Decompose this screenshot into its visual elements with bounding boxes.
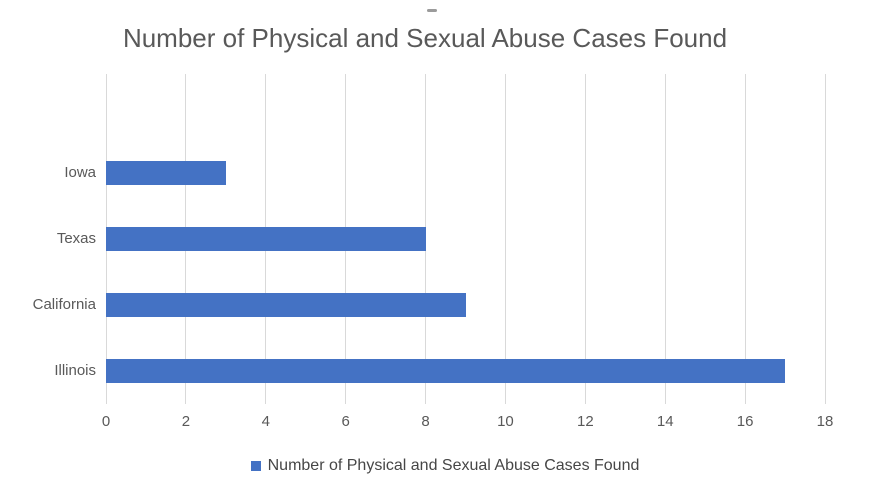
value-tick-label-2: 2 <box>181 413 191 430</box>
value-tick-label-10: 10 <box>497 413 514 430</box>
bar-iowa <box>106 161 226 185</box>
category-label-illinois: Illinois <box>54 362 96 379</box>
value-tick-label-8: 8 <box>421 413 430 430</box>
value-tick-label-18: 18 <box>816 413 834 430</box>
bar-texas <box>106 227 426 251</box>
legend: Number of Physical and Sexual Abuse Case… <box>0 457 878 475</box>
bar-california <box>106 293 466 317</box>
value-tick-label-14: 14 <box>656 413 674 430</box>
gridline-x-18 <box>824 74 826 404</box>
gridline-x-14 <box>664 74 666 404</box>
value-tick-label-4: 4 <box>261 413 270 430</box>
gridline-x-12 <box>584 74 586 404</box>
legend-swatch-icon <box>250 461 261 471</box>
category-label-texas: Texas <box>56 230 96 247</box>
gridline-x-16 <box>744 74 746 404</box>
cropped-text-artifact <box>427 9 437 12</box>
value-tick-label-6: 6 <box>341 413 350 430</box>
gridline-x-10 <box>504 74 506 404</box>
value-tick-label-12: 12 <box>576 413 594 430</box>
category-label-iowa: Iowa <box>64 164 96 181</box>
value-tick-label-16: 16 <box>736 413 754 430</box>
category-label-california: California <box>32 296 96 313</box>
plot-area <box>105 74 826 404</box>
value-tick-label-0: 0 <box>101 413 111 430</box>
legend-label: Number of Physical and Sexual Abuse Case… <box>267 457 640 474</box>
chart-title: Number of Physical and Sexual Abuse Case… <box>122 23 728 53</box>
gridline-x-8 <box>425 74 427 404</box>
bar-illinois <box>106 359 786 383</box>
